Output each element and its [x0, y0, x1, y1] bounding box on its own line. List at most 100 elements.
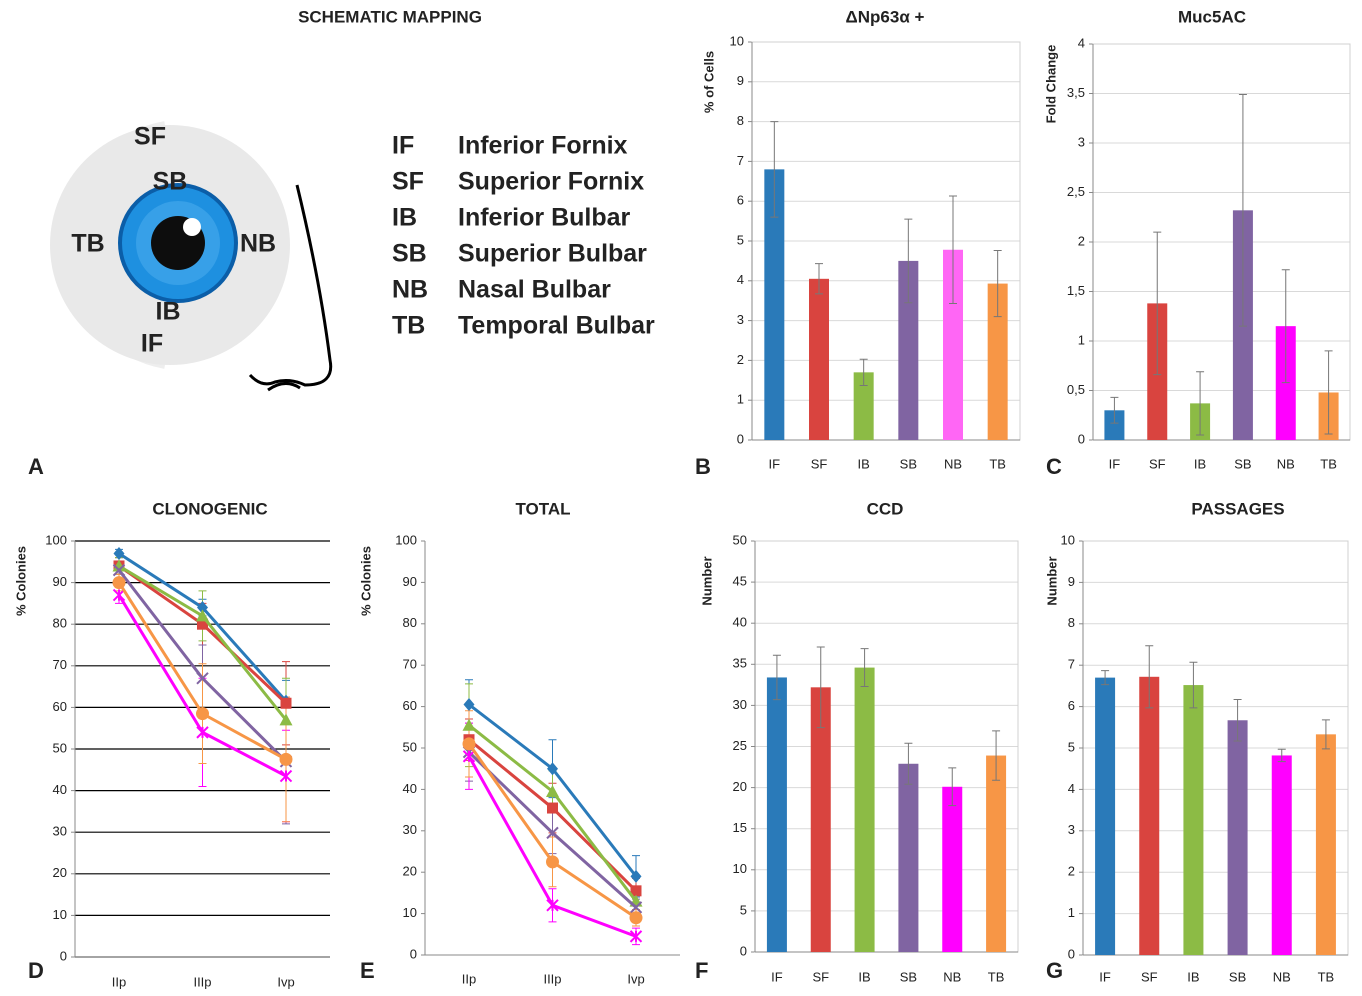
chart-panel: Muc5ACCFold Change00,511,522,533,54IFSFI…	[1043, 7, 1350, 478]
y-tick-label: 0	[1068, 946, 1075, 961]
y-tick-label: 100	[395, 532, 417, 547]
y-tick-label: 1	[737, 392, 744, 407]
x-tick-label: NB	[943, 969, 961, 984]
marker	[546, 855, 559, 868]
y-tick-label: 10	[53, 907, 67, 922]
y-tick-label: 70	[53, 657, 67, 672]
panel-label: D	[28, 958, 44, 983]
y-tick-label: 1	[1068, 905, 1075, 920]
y-tick-label: 5	[1068, 739, 1075, 754]
y-tick-label: 25	[733, 738, 747, 753]
eye-label: SF	[134, 123, 166, 151]
y-tick-label: 0	[60, 948, 67, 963]
y-tick-label: 30	[403, 822, 417, 837]
x-tick-label: NB	[1277, 456, 1295, 471]
eye-label: IF	[141, 330, 163, 358]
legend-abbr: IF	[392, 132, 414, 160]
marker	[281, 698, 292, 709]
y-tick-label: 2	[1068, 864, 1075, 879]
y-tick-label: 9	[737, 73, 744, 88]
x-tick-label: SF	[811, 456, 828, 471]
y-tick-label: 40	[733, 615, 747, 630]
y-tick-label: 7	[1068, 657, 1075, 672]
diagram-title: SCHEMATIC MAPPING	[298, 7, 482, 26]
y-axis-label: Number	[1044, 556, 1059, 605]
chart-title: ΔNp63α +	[846, 7, 925, 26]
x-tick-label: IB	[1194, 456, 1206, 471]
x-tick-label: IIIp	[543, 971, 561, 986]
x-tick-label: IB	[858, 456, 870, 471]
y-tick-label: 0	[740, 943, 747, 958]
y-tick-label: 10	[733, 861, 747, 876]
x-tick-label: SB	[900, 969, 917, 984]
x-tick-label: IF	[771, 969, 783, 984]
x-tick-label: IB	[858, 969, 870, 984]
x-tick-label: Ivp	[627, 971, 644, 986]
bar	[809, 279, 829, 440]
panel-label: C	[1046, 454, 1062, 479]
y-tick-label: 70	[403, 657, 417, 672]
y-axis-label: Number	[699, 556, 714, 605]
legend-abbr: SB	[392, 240, 427, 268]
y-tick-label: 35	[733, 656, 747, 671]
x-tick-label: IF	[769, 456, 781, 471]
legend-abbr: IB	[392, 204, 417, 232]
y-tick-label: 3,5	[1067, 85, 1085, 100]
y-tick-label: 5	[737, 232, 744, 247]
y-tick-label: 2,5	[1067, 184, 1085, 199]
y-tick-label: 50	[733, 532, 747, 547]
marker	[113, 576, 126, 589]
x-tick-label: Ivp	[277, 974, 294, 989]
legend-abbr: TB	[392, 312, 425, 340]
chart-panel: TOTALE% Colonies0102030405060708090100II…	[358, 499, 680, 986]
x-tick-label: TB	[1320, 456, 1337, 471]
y-tick-label: 90	[403, 574, 417, 589]
bar	[855, 668, 875, 952]
x-tick-label: NB	[944, 456, 962, 471]
eye-label: NB	[240, 230, 276, 258]
marker	[197, 727, 208, 738]
legend-name: Inferior Fornix	[458, 132, 628, 160]
x-tick-label: SB	[1229, 969, 1246, 984]
x-tick-label: IIp	[462, 971, 476, 986]
x-tick-label: SF	[812, 969, 829, 984]
y-tick-label: 45	[733, 574, 747, 589]
y-tick-label: 1,5	[1067, 283, 1085, 298]
bar	[767, 677, 787, 952]
chart-title: TOTAL	[515, 499, 570, 518]
x-tick-label: TB	[988, 969, 1005, 984]
marker	[547, 803, 558, 814]
bar	[1095, 678, 1115, 955]
y-tick-label: 100	[45, 532, 67, 547]
x-tick-label: TB	[1318, 969, 1335, 984]
y-tick-label: 9	[1068, 574, 1075, 589]
y-axis-label: % of Cells	[701, 51, 716, 113]
y-tick-label: 6	[737, 193, 744, 208]
panel-label: G	[1046, 958, 1063, 983]
chart-title: Muc5AC	[1178, 7, 1246, 26]
chart-title: CCD	[867, 499, 904, 518]
y-tick-label: 30	[53, 824, 67, 839]
x-tick-label: IB	[1187, 969, 1199, 984]
y-tick-label: 20	[733, 779, 747, 794]
y-tick-label: 30	[733, 697, 747, 712]
y-tick-label: 0,5	[1067, 382, 1085, 397]
eye-label: SB	[153, 168, 188, 196]
legend-name: Superior Bulbar	[458, 240, 647, 268]
bar	[986, 756, 1006, 952]
panel-label: A	[28, 454, 44, 479]
y-tick-label: 10	[730, 33, 744, 48]
chart-panel: CLONOGENICD% Colonies0102030405060708090…	[13, 499, 330, 989]
y-tick-label: 6	[1068, 698, 1075, 713]
y-tick-label: 90	[53, 574, 67, 589]
marker	[196, 707, 209, 720]
x-tick-label: SF	[1141, 969, 1158, 984]
x-tick-label: SB	[900, 456, 917, 471]
y-tick-label: 5	[740, 902, 747, 917]
panel-label: B	[695, 454, 711, 479]
legend-name: Superior Fornix	[458, 168, 644, 196]
y-tick-label: 40	[403, 781, 417, 796]
y-tick-label: 40	[53, 782, 67, 797]
y-tick-label: 1	[1078, 332, 1085, 347]
